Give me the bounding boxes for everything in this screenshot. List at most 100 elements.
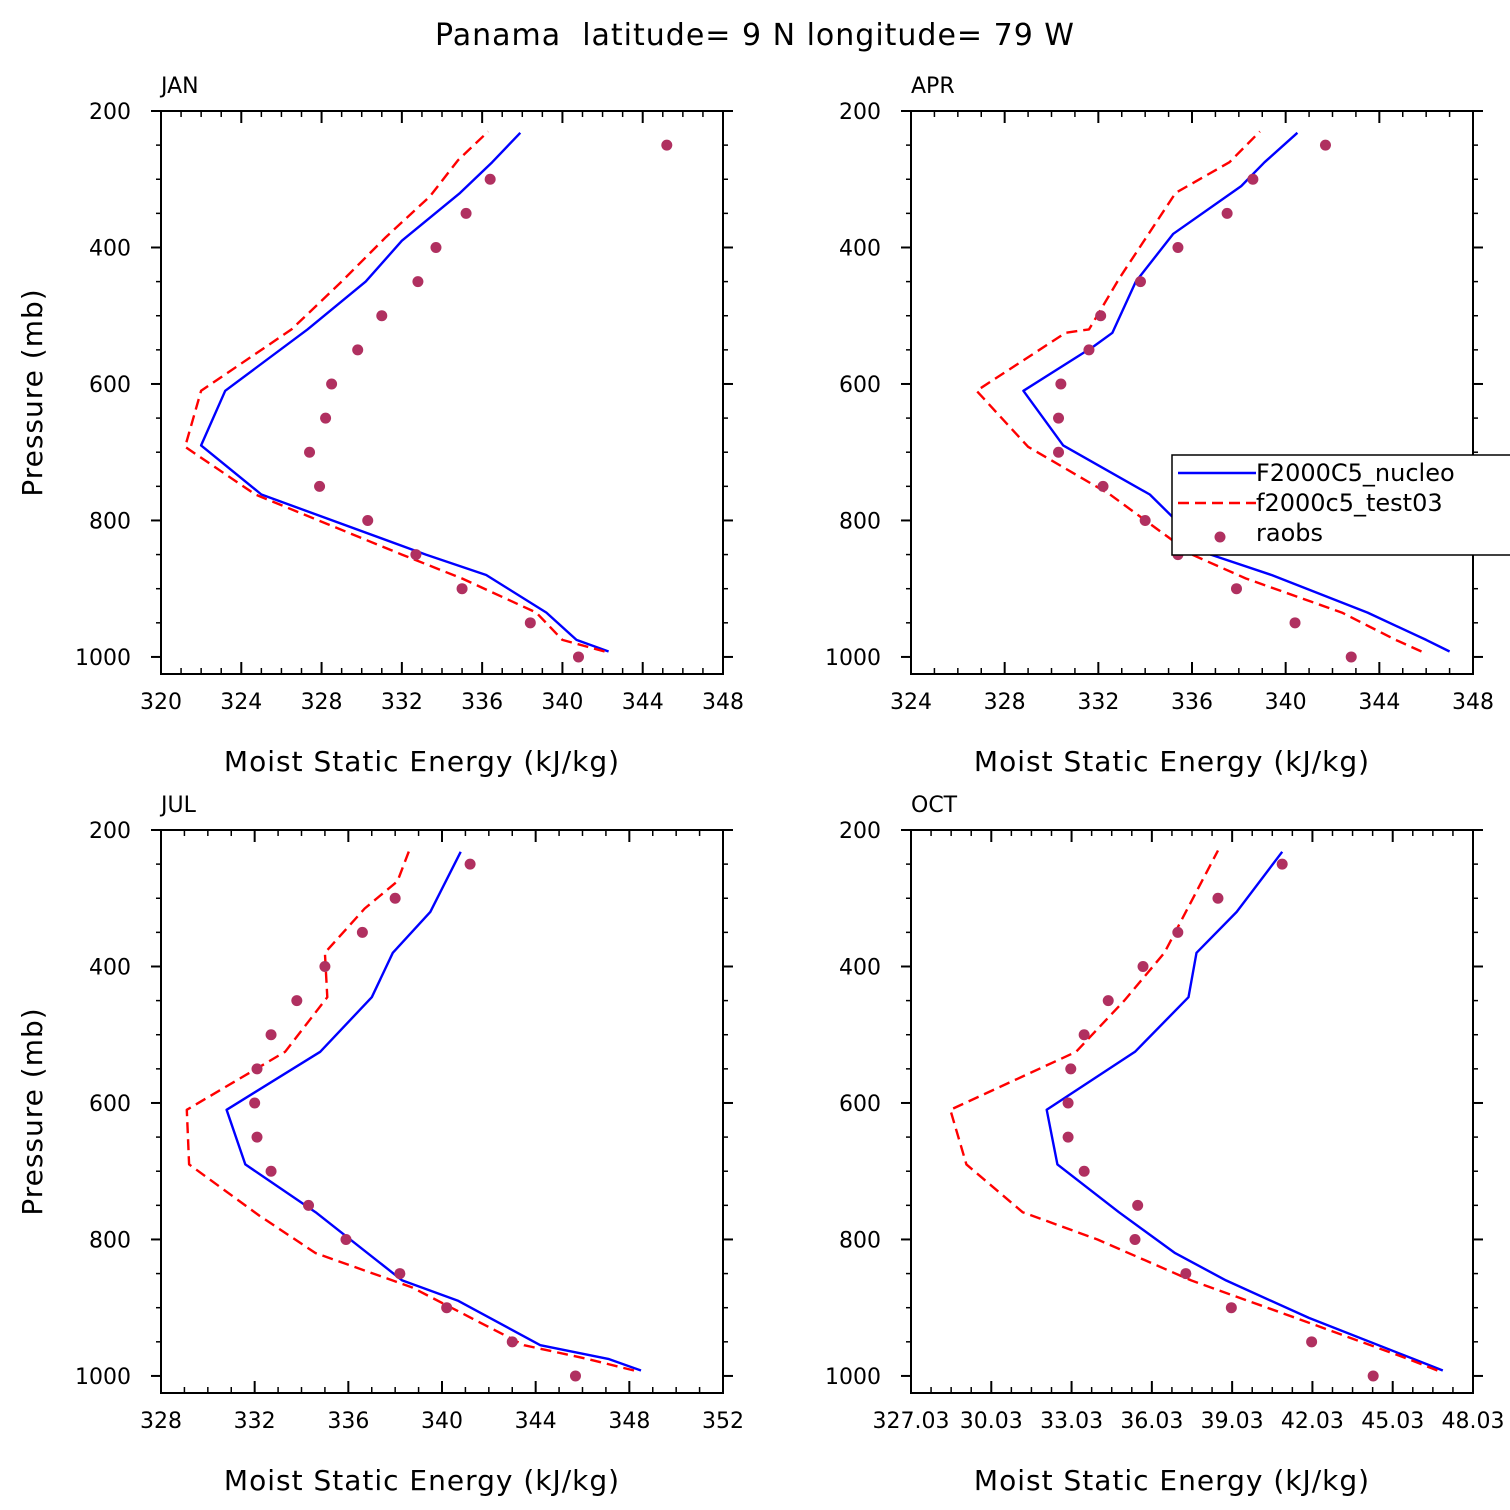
raobs-point	[1180, 1268, 1192, 1280]
x-axis-label: Moist Static Energy (kJ/kg)	[224, 745, 620, 778]
series-line-test03	[975, 130, 1422, 653]
y-tick-label: 400	[89, 236, 131, 261]
raobs-point	[326, 378, 338, 390]
legend-label: f2000c5_test03	[1256, 489, 1443, 517]
raobs-point	[1247, 173, 1259, 185]
raobs-point	[1078, 1029, 1090, 1041]
raobs-point	[249, 1097, 261, 1109]
y-axis-label: Pressure (mb)	[16, 288, 49, 496]
panel-title: JAN	[159, 74, 199, 99]
y-axis-label: Pressure (mb)	[16, 1007, 49, 1215]
y-tick-label: 600	[89, 373, 131, 398]
y-tick-label: 600	[839, 373, 881, 398]
raobs-point	[314, 480, 326, 492]
raobs-point	[460, 207, 472, 219]
x-tick-label: 348	[608, 1409, 650, 1434]
series-line-nucleo	[1045, 851, 1444, 1372]
plot-frame	[160, 110, 724, 675]
raobs-point	[1062, 1131, 1074, 1143]
x-tick-label: 332	[1077, 690, 1119, 715]
raobs-point	[320, 412, 332, 424]
raobs-point	[1225, 1302, 1237, 1314]
x-tick-label: 352	[702, 1409, 744, 1434]
panel-jan: JAN 320 324 328 332 336 340 344 348 200 400 600 800 1…	[16, 74, 744, 778]
y-tick-label: 800	[839, 1228, 881, 1253]
raobs-point	[410, 549, 422, 561]
y-tick-label: 200	[839, 100, 881, 125]
raobs-point	[1230, 583, 1242, 595]
y-tick-label: 400	[839, 236, 881, 261]
raobs-point	[506, 1336, 518, 1348]
x-tick-label: 332	[381, 690, 423, 715]
x-tick-label: 39.03	[1201, 1409, 1264, 1434]
x-tick-label: 328	[301, 690, 343, 715]
series-line-test03	[183, 130, 605, 653]
figure-title: Panama latitude= 9 N longitude= 79 W	[435, 18, 1075, 53]
raobs-point	[352, 344, 364, 356]
raobs-point	[569, 1370, 581, 1382]
raobs-point	[1289, 617, 1301, 629]
raobs-point	[572, 651, 584, 663]
x-tick-label: 324	[890, 690, 932, 715]
y-tick-label: 200	[839, 819, 881, 844]
raobs-point	[1306, 1336, 1318, 1348]
raobs-point	[1276, 858, 1288, 870]
x-tick-label: 328	[984, 690, 1026, 715]
raobs-point	[1345, 651, 1357, 663]
raobs-point	[1102, 995, 1114, 1007]
legend-marker-raobs	[1214, 531, 1226, 543]
panel-jul: JUL 328 332 336 340 344 348 352 200 400 600 800 1000…	[16, 793, 744, 1497]
raobs-point	[1172, 241, 1184, 253]
raobs-point	[1172, 926, 1184, 938]
series-line-test03	[185, 850, 635, 1372]
y-tick-label: 400	[89, 955, 131, 980]
x-tick-label: 33.03	[1040, 1409, 1103, 1434]
y-tick-label: 1000	[75, 646, 131, 671]
raobs-point	[1065, 1063, 1077, 1075]
raobs-point	[340, 1233, 352, 1245]
raobs-point	[389, 892, 401, 904]
raobs-point	[1097, 480, 1109, 492]
x-axis-label: Moist Static Energy (kJ/kg)	[974, 745, 1370, 778]
raobs-point	[661, 139, 673, 151]
panel-title: OCT	[911, 793, 958, 818]
raobs-point	[265, 1029, 277, 1041]
raobs-point	[464, 858, 476, 870]
x-tick-label: 30.03	[960, 1409, 1023, 1434]
panel-apr: APR 324 328 332 336 340 344 348 200 400 600 800 1000…	[825, 74, 1494, 778]
raobs-point	[1083, 344, 1095, 356]
raobs-point	[1139, 514, 1151, 526]
y-tick-label: 600	[89, 1092, 131, 1117]
raobs-point	[524, 617, 536, 629]
y-tick-label: 1000	[825, 1365, 881, 1390]
x-tick-label: 328	[140, 1409, 182, 1434]
raobs-point	[1132, 1199, 1144, 1211]
plot-frame	[910, 110, 1474, 675]
legend-box	[1171, 454, 1510, 556]
y-tick-label: 600	[839, 1092, 881, 1117]
raobs-point	[441, 1302, 453, 1314]
x-tick-label: 332	[234, 1409, 276, 1434]
plot-frame	[910, 829, 1474, 1394]
raobs-point	[394, 1268, 406, 1280]
x-tick-label: 336	[327, 1409, 369, 1434]
raobs-point	[1129, 1233, 1141, 1245]
raobs-point	[265, 1165, 277, 1177]
panel-title: APR	[911, 74, 955, 99]
x-tick-label: 42.03	[1281, 1409, 1344, 1434]
y-tick-label: 1000	[825, 646, 881, 671]
x-tick-label: 340	[541, 690, 583, 715]
series-line-test03	[949, 849, 1438, 1372]
raobs-point	[251, 1063, 263, 1075]
x-tick-label: 344	[515, 1409, 557, 1434]
raobs-point	[1053, 446, 1065, 458]
raobs-point	[412, 276, 424, 288]
x-tick-label: 344	[622, 690, 664, 715]
raobs-point	[1053, 412, 1065, 424]
y-tick-label: 200	[89, 819, 131, 844]
data-layer	[975, 130, 1451, 663]
x-tick-label: 340	[1265, 690, 1307, 715]
raobs-point	[319, 960, 331, 972]
raobs-point	[304, 446, 316, 458]
